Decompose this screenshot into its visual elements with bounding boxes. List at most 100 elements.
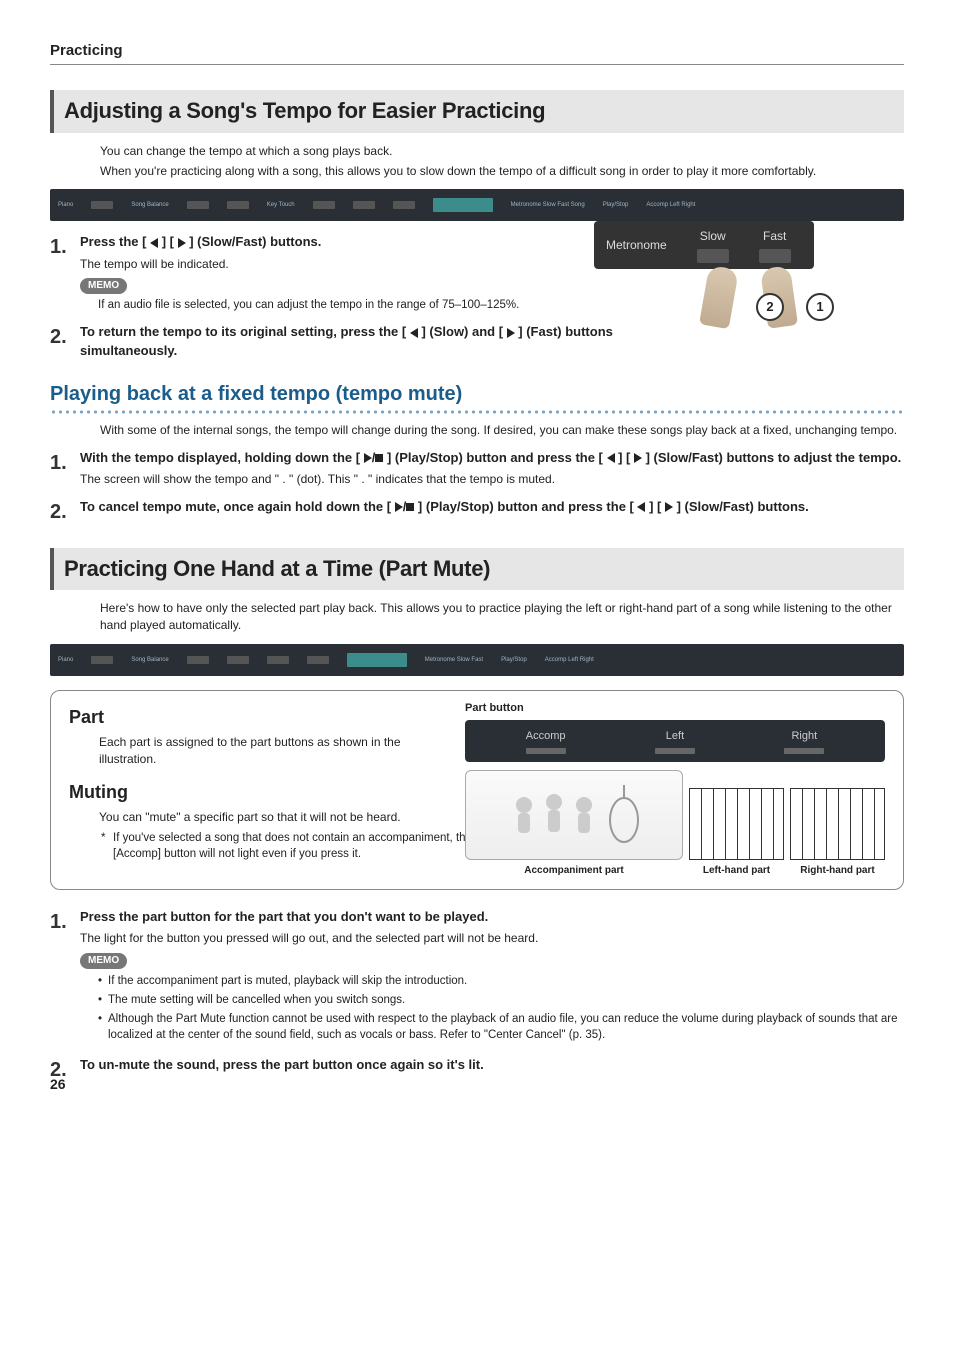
keyboard-right-icon	[790, 788, 885, 860]
step-lead: To return the tempo to its original sett…	[80, 323, 620, 359]
memo-badge: MEMO	[80, 278, 127, 294]
stop-icon	[375, 454, 383, 462]
slow-label: Slow	[697, 228, 729, 245]
memo-text: If an audio file is selected, you can ad…	[80, 297, 620, 313]
triangle-left-icon	[637, 502, 645, 512]
control-panel-illustration: Piano Song Balance Key Touch Metronome S…	[50, 189, 904, 221]
step-number: 2.	[50, 323, 74, 351]
finger-icon	[699, 265, 739, 329]
panel-screen	[433, 198, 493, 212]
page-number: 26	[50, 1075, 66, 1095]
play-icon	[395, 502, 403, 512]
step-number: 2.	[50, 498, 74, 526]
triangle-right-icon	[178, 238, 186, 248]
left-button	[655, 748, 695, 754]
panel-label: Song Balance	[131, 656, 168, 664]
right-caption: Right-hand part	[790, 864, 885, 878]
step-lead: To cancel tempo mute, once again hold do…	[80, 498, 904, 516]
step-lead: With the tempo displayed, holding down t…	[80, 449, 904, 467]
left-label: Left	[655, 729, 695, 744]
memo-item: Although the Part Mute function cannot b…	[98, 1011, 904, 1043]
panel-button	[187, 201, 209, 209]
intro-text: You can change the tempo at which a song…	[100, 143, 904, 160]
callout-panel: Metronome Slow Fast	[594, 221, 814, 269]
callout-number-1: 1	[806, 293, 834, 321]
ensemble-icon	[494, 780, 654, 850]
panel-button	[227, 201, 249, 209]
right-button	[784, 748, 824, 754]
metronome-label: Metronome	[606, 237, 667, 254]
intro-text: When you're practicing along with a song…	[100, 163, 904, 180]
step-number: 1.	[50, 908, 74, 936]
fast-label: Fast	[759, 228, 791, 245]
step-lead: To un-mute the sound, press the part but…	[80, 1056, 904, 1074]
accomp-button	[526, 748, 566, 754]
panel-button	[353, 201, 375, 209]
panel-label: Piano	[58, 201, 73, 209]
step-body: The screen will show the tempo and " . "…	[80, 471, 904, 488]
panel-label: Key Touch	[267, 201, 295, 209]
panel-button	[393, 201, 415, 209]
panel-label: Metronome Slow Fast Song	[511, 201, 585, 209]
memo-badge: MEMO	[80, 953, 127, 969]
step-lead: Press the [ ] [ ] (Slow/Fast) buttons.	[80, 233, 620, 251]
panel-label: Play/Stop	[603, 201, 629, 209]
control-panel-illustration: Piano Song Balance Metronome Slow Fast P…	[50, 644, 904, 676]
panel-button	[227, 656, 249, 664]
part-body: Each part is assigned to the part button…	[69, 734, 449, 768]
muting-body: You can "mute" a specific part so that i…	[69, 809, 449, 826]
subsection-title-tempo-mute: Playing back at a fixed tempo (tempo mut…	[50, 380, 904, 408]
right-label: Right	[784, 729, 824, 744]
stop-icon	[406, 503, 414, 511]
accomp-caption: Accompaniment part	[465, 864, 683, 878]
triangle-left-icon	[607, 453, 615, 463]
memo-item: If the accompaniment part is muted, play…	[98, 973, 904, 989]
step-lead: Press the part button for the part that …	[80, 908, 904, 926]
triangle-right-icon	[665, 502, 673, 512]
memo-item: The mute setting will be cancelled when …	[98, 992, 904, 1008]
fast-button	[759, 249, 791, 263]
play-icon	[364, 453, 372, 463]
panel-button	[267, 656, 289, 664]
left-caption: Left-hand part	[689, 864, 784, 878]
panel-screen	[347, 653, 407, 667]
part-assignment-diagram: Part button Accomp Left Right Accompanim…	[465, 701, 885, 878]
step-2: 2. To un-mute the sound, press the part …	[50, 1056, 904, 1084]
page-header: Practicing	[50, 40, 904, 65]
keyboard-left-icon	[689, 788, 784, 860]
intro-text: With some of the internal songs, the tem…	[100, 422, 904, 439]
step-2: 2. To cancel tempo mute, once again hold…	[50, 498, 904, 526]
step-body: The light for the button you pressed wil…	[80, 930, 904, 947]
panel-label: Play/Stop	[501, 656, 527, 664]
triangle-right-icon	[634, 453, 642, 463]
step-2: 2. To return the tempo to its original s…	[50, 323, 904, 359]
panel-label: Song Balance	[131, 201, 168, 209]
step-body: The tempo will be indicated.	[80, 256, 620, 273]
slow-fast-callout: Metronome Slow Fast 1 2	[574, 221, 844, 321]
part-button-label: Part button	[465, 701, 885, 716]
panel-label: Metronome Slow Fast	[425, 656, 483, 664]
step-number: 1.	[50, 449, 74, 477]
panel-label: Piano	[58, 656, 73, 664]
panel-button	[91, 201, 113, 209]
section-title-part-mute: Practicing One Hand at a Time (Part Mute…	[50, 548, 904, 591]
part-info-box: Part Each part is assigned to the part b…	[50, 690, 904, 890]
panel-button	[313, 201, 335, 209]
memo-list: If the accompaniment part is muted, play…	[80, 973, 904, 1043]
panel-button	[307, 656, 329, 664]
part-button-panel: Accomp Left Right	[465, 720, 885, 762]
slow-button	[697, 249, 729, 263]
panel-button	[91, 656, 113, 664]
muting-note: If you've selected a song that does not …	[85, 830, 485, 862]
accompaniment-illustration	[465, 770, 683, 860]
intro-text: Here's how to have only the selected par…	[100, 600, 904, 634]
triangle-left-icon	[410, 328, 418, 338]
section-title-tempo: Adjusting a Song's Tempo for Easier Prac…	[50, 90, 904, 133]
triangle-right-icon	[507, 328, 515, 338]
step-number: 1.	[50, 233, 74, 261]
step-1: 1. Press the part button for the part th…	[50, 908, 904, 1046]
panel-label: Accomp Left Right	[545, 656, 594, 664]
panel-label: Accomp Left Right	[646, 201, 695, 209]
triangle-left-icon	[150, 238, 158, 248]
panel-button	[187, 656, 209, 664]
